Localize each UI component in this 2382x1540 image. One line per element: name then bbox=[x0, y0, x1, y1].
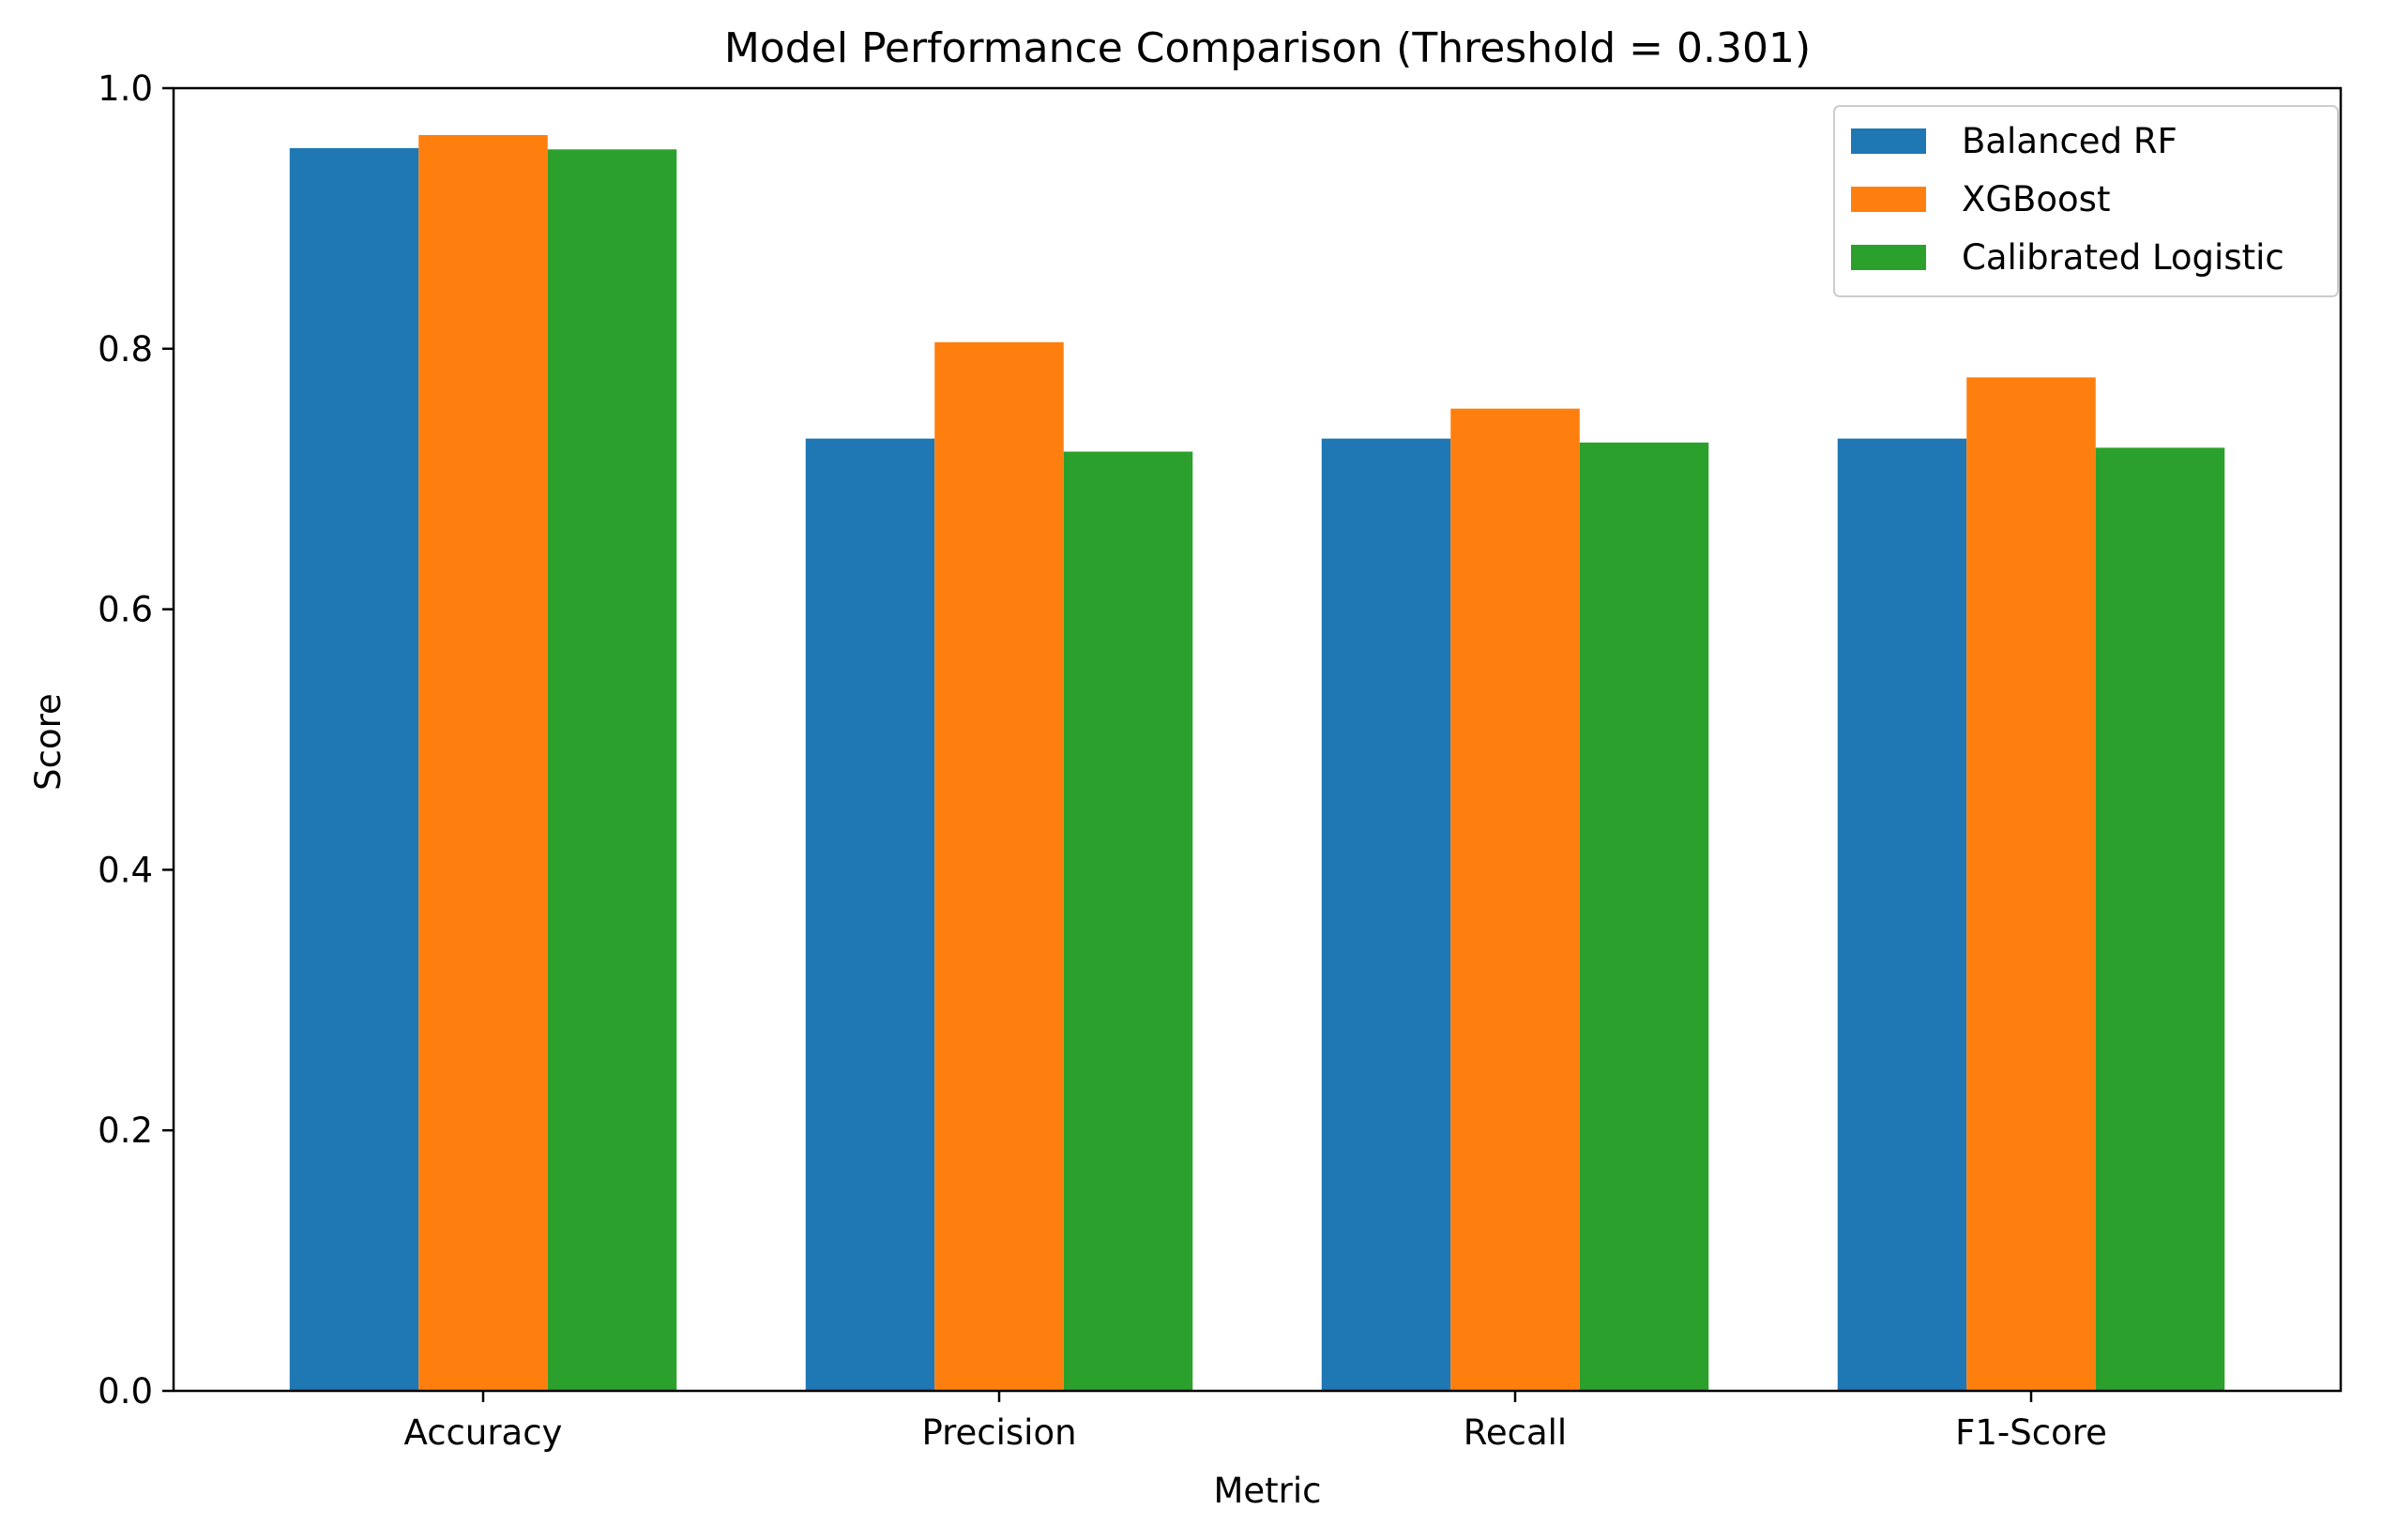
y-axis-label: Score bbox=[28, 693, 68, 791]
bars-layer bbox=[289, 135, 2225, 1392]
bar-calibrated-logistic-f1-score bbox=[2095, 447, 2225, 1391]
bar-balanced-rf-accuracy bbox=[289, 147, 419, 1391]
legend-swatch-balanced-rf bbox=[1851, 128, 1926, 154]
x-axis-label: Metric bbox=[1213, 1471, 1321, 1511]
legend-swatch-xgboost bbox=[1851, 187, 1926, 212]
bar-xgboost-f1-score bbox=[1966, 377, 2096, 1391]
bar-calibrated-logistic-accuracy bbox=[547, 149, 677, 1391]
x-tick-label-f1-score: F1-Score bbox=[1955, 1412, 2107, 1453]
axes-layer: 0.0 0.2 0.4 0.6 0.8 1.0 Accuracy Precision Recal… bbox=[98, 68, 2343, 1453]
chart-title: Model Performance Comparison (Threshold … bbox=[724, 24, 1811, 72]
plot-frame bbox=[172, 86, 2343, 1393]
bar-balanced-rf-precision bbox=[805, 438, 935, 1391]
y-tick-label: 0.6 bbox=[98, 590, 153, 630]
y-tick-label: 0.0 bbox=[98, 1371, 153, 1412]
legend-swatch-calibrated-logistic bbox=[1851, 245, 1926, 270]
legend-label-xgboost: XGBoost bbox=[1962, 179, 2110, 219]
bar-xgboost-recall bbox=[1450, 408, 1580, 1392]
legend-box bbox=[1833, 105, 2339, 297]
legend-label-balanced-rf: Balanced RF bbox=[1962, 121, 2177, 161]
legend-label-calibrated-logistic: Calibrated Logistic bbox=[1962, 237, 2284, 278]
bar-balanced-rf-f1-score bbox=[1837, 438, 1967, 1391]
y-tick-label: 0.8 bbox=[98, 329, 153, 370]
bar-balanced-rf-recall bbox=[1321, 438, 1451, 1391]
bar-xgboost-accuracy bbox=[418, 135, 548, 1391]
y-tick-label: 0.4 bbox=[98, 850, 153, 890]
bar-calibrated-logistic-precision bbox=[1063, 451, 1193, 1391]
x-tick-label-precision: Precision bbox=[921, 1412, 1076, 1453]
bar-calibrated-logistic-recall bbox=[1579, 442, 1709, 1391]
x-tick-label-accuracy: Accuracy bbox=[404, 1412, 563, 1453]
x-tick-label-recall: Recall bbox=[1464, 1412, 1567, 1453]
legend: Balanced RF XGBoost Calibrated Logistic bbox=[1833, 105, 2339, 297]
bar-xgboost-precision bbox=[934, 341, 1064, 1391]
y-tick-label: 0.2 bbox=[98, 1110, 153, 1151]
y-tick-label: 1.0 bbox=[98, 68, 153, 109]
